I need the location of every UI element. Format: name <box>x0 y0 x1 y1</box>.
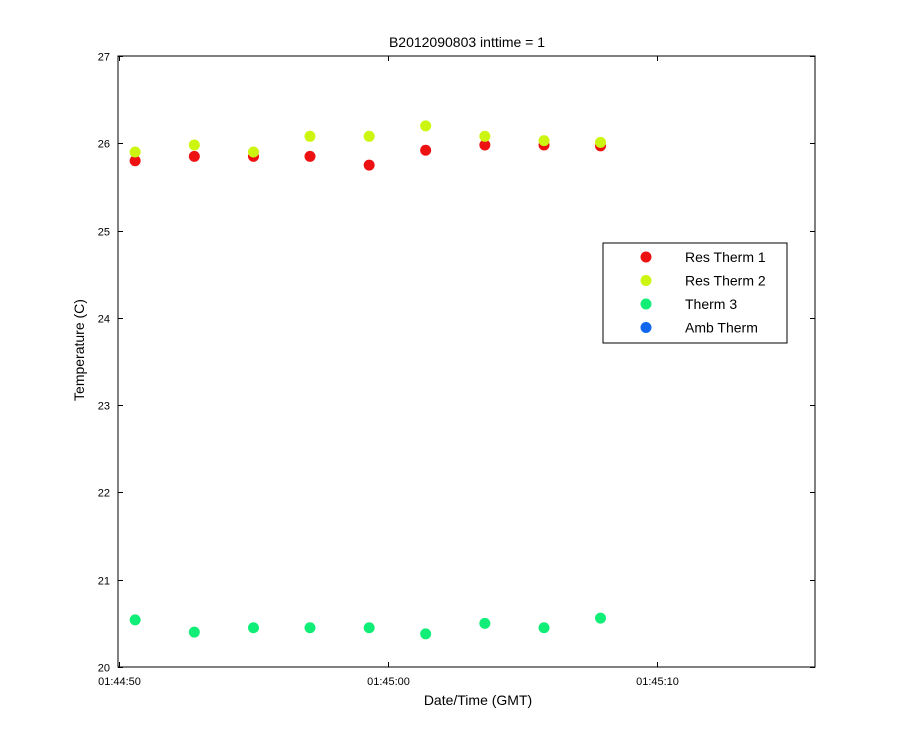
legend-entry: Res Therm 2 <box>685 273 766 289</box>
y-tick-label: 27 <box>98 52 110 64</box>
data-point <box>538 135 550 147</box>
plot-area: 20 21 22 23 24 25 26 27 01:44:50 01:45:00 01:45:10 <box>98 52 816 688</box>
x-axis-label: Date/Time (GMT) <box>424 692 532 708</box>
data-point <box>188 150 200 162</box>
y-tick-label: 22 <box>98 488 110 500</box>
chart-title: B2012090803 inttime = 1 <box>389 34 545 50</box>
data-point <box>595 612 607 624</box>
data-point <box>129 146 141 158</box>
data-point <box>129 155 141 167</box>
legend-marker <box>640 275 652 286</box>
data-point <box>363 159 375 171</box>
x-tick-label: 01:44:50 <box>98 676 141 688</box>
data-point <box>188 626 200 638</box>
legend-entry: Therm 3 <box>685 296 737 312</box>
legend-entry: Res Therm 1 <box>685 249 766 265</box>
legend-marker <box>640 251 652 263</box>
series-therm-3 <box>129 612 607 640</box>
data-point <box>248 622 259 634</box>
data-point <box>479 130 491 142</box>
y-tick-label: 21 <box>98 576 110 588</box>
data-point <box>304 130 316 142</box>
y-tick-label: 20 <box>98 663 110 675</box>
legend-box <box>602 242 788 344</box>
data-point <box>188 139 200 151</box>
data-point <box>248 146 259 158</box>
data-point <box>420 144 432 156</box>
series-res-therm-2 <box>129 120 607 158</box>
y-tick-label: 25 <box>98 227 110 239</box>
legend: Res Therm 1 Res Therm 2 Therm 3 Amb Therm <box>602 242 788 344</box>
legend-marker <box>640 298 652 310</box>
data-point <box>595 136 607 148</box>
y-tick-label: 24 <box>98 314 110 326</box>
data-point <box>363 130 375 142</box>
y-tick-label: 23 <box>98 401 110 413</box>
y-axis-label: Temperature (C) <box>71 299 87 401</box>
data-point <box>479 139 491 151</box>
legend-entry: Amb Therm <box>685 320 758 336</box>
plot-frame <box>117 55 816 668</box>
x-tick-label: 01:45:00 <box>367 676 410 688</box>
legend-marker <box>640 322 652 333</box>
y-tick-label: 26 <box>98 139 110 151</box>
data-point <box>420 120 432 132</box>
x-tick-label: 01:45:10 <box>636 676 679 688</box>
data-point <box>363 622 375 634</box>
data-point <box>304 622 316 634</box>
data-point <box>538 622 550 634</box>
data-point <box>129 614 141 626</box>
data-point <box>420 628 432 640</box>
data-point <box>304 150 316 162</box>
data-point <box>479 617 491 629</box>
